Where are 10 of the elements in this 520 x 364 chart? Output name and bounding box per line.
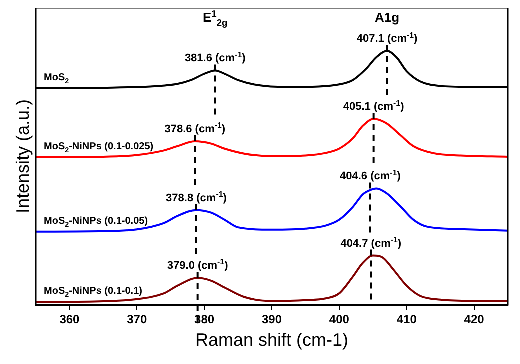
x-axis-title: Raman shift (cm-1) [195, 330, 349, 350]
x-tick-label: 400 [329, 312, 350, 327]
y-axis-title: Intensity (a.u.) [12, 99, 33, 214]
x-tick-label: 380 [194, 312, 215, 327]
x-tick-label: 390 [262, 312, 282, 327]
x-tick-label: 420 [464, 312, 485, 327]
text: A1g [375, 10, 400, 25]
x-tick-label: 410 [396, 312, 418, 327]
x-tick-label: 370 [127, 312, 148, 327]
x-tick-label: 360 [60, 312, 80, 327]
